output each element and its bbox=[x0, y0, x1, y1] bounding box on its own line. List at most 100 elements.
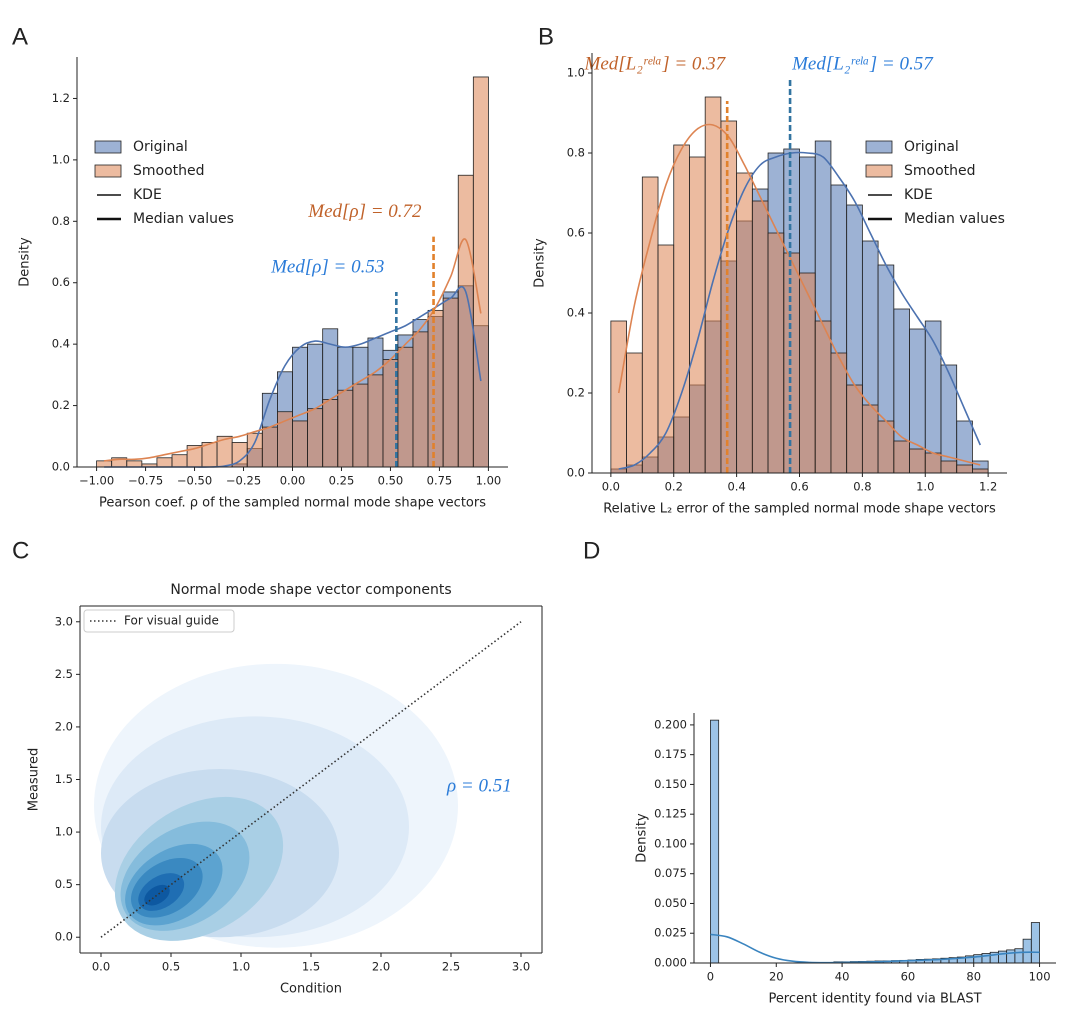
panel-letter: A bbox=[12, 23, 28, 50]
x-tick-label: 100 bbox=[1029, 970, 1051, 984]
y-axis-label: Density bbox=[18, 237, 33, 287]
legend-label: Original bbox=[904, 139, 959, 155]
legend-label: KDE bbox=[133, 187, 162, 203]
bar bbox=[626, 352, 643, 474]
y-tick-label: 0.6 bbox=[52, 275, 70, 289]
x-tick-label: 0.5 bbox=[162, 960, 180, 974]
x-tick-label: 3.0 bbox=[512, 960, 530, 974]
x-tick-label: 1.2 bbox=[979, 480, 997, 494]
y-tick-label: 0.100 bbox=[654, 836, 687, 850]
bar bbox=[846, 384, 863, 474]
x-tick-label: 0.6 bbox=[790, 480, 808, 494]
y-tick-label: 0.4 bbox=[567, 306, 585, 320]
x-tick-label: −0.25 bbox=[226, 474, 261, 488]
x-tick-label: 1.0 bbox=[916, 480, 934, 494]
x-tick-label: 40 bbox=[835, 970, 850, 984]
x-tick-label: 80 bbox=[966, 970, 981, 984]
bar bbox=[877, 420, 895, 474]
y-tick-label: 0.050 bbox=[654, 896, 687, 910]
kde-line bbox=[618, 151, 982, 470]
legend-label: Median values bbox=[133, 211, 234, 227]
x-tick-label: 1.5 bbox=[302, 960, 320, 974]
y-tick-label: 0.2 bbox=[52, 398, 70, 412]
bar bbox=[292, 420, 308, 468]
y-tick-label: 0.2 bbox=[567, 386, 585, 400]
bar bbox=[352, 383, 369, 468]
bar bbox=[261, 426, 278, 468]
bar bbox=[472, 76, 489, 468]
y-tick-label: 0.4 bbox=[52, 337, 70, 351]
bar bbox=[689, 156, 706, 474]
bar bbox=[861, 404, 879, 474]
bar bbox=[909, 448, 926, 474]
bar bbox=[156, 457, 173, 468]
legend-swatch bbox=[865, 164, 893, 178]
y-tick-label: 0.125 bbox=[654, 807, 687, 821]
legend-label: For visual guide bbox=[124, 614, 219, 628]
bar bbox=[830, 352, 848, 474]
bar bbox=[337, 389, 354, 468]
bar bbox=[442, 297, 459, 468]
bar bbox=[1030, 922, 1040, 964]
bar bbox=[751, 200, 769, 474]
y-tick-label: 2.5 bbox=[55, 667, 73, 681]
legend-label: Smoothed bbox=[133, 163, 205, 179]
x-tick-label: 1.0 bbox=[232, 960, 250, 974]
y-tick-label: 0.0 bbox=[55, 930, 73, 944]
bar bbox=[367, 374, 384, 468]
y-tick-label: 3.0 bbox=[55, 614, 73, 628]
y-tick-label: 0.0 bbox=[567, 466, 585, 480]
bar bbox=[783, 252, 800, 474]
bar bbox=[171, 454, 188, 468]
bar bbox=[397, 346, 414, 468]
x-axis-label: Pearson coef. ρ of the sampled normal mo… bbox=[99, 496, 486, 511]
bar bbox=[767, 232, 785, 474]
bar bbox=[412, 331, 429, 468]
bar bbox=[704, 96, 722, 474]
x-tick-label: 0 bbox=[707, 970, 714, 984]
bar bbox=[96, 460, 113, 468]
legend-label: KDE bbox=[904, 187, 933, 203]
chart-title: Normal mode shape vector components bbox=[170, 582, 451, 598]
legend-label: Median values bbox=[904, 211, 1005, 227]
y-tick-label: 1.0 bbox=[52, 152, 70, 166]
bar bbox=[307, 408, 324, 468]
y-axis-label: Density bbox=[533, 238, 548, 288]
kde-line bbox=[617, 123, 981, 466]
x-tick-label: 60 bbox=[901, 970, 916, 984]
bar bbox=[427, 309, 444, 468]
bar bbox=[322, 399, 339, 468]
x-tick-label: 0.00 bbox=[280, 474, 306, 488]
x-tick-label: −1.00 bbox=[79, 474, 114, 488]
median-label: Med[L₂ʳᵉˡᵃ] = 0.57 bbox=[791, 53, 934, 74]
bar bbox=[610, 320, 627, 474]
y-tick-label: 1.2 bbox=[52, 91, 70, 105]
bar bbox=[1006, 949, 1016, 964]
bar bbox=[972, 468, 989, 474]
x-tick-label: 0.75 bbox=[427, 474, 453, 488]
bar bbox=[814, 320, 832, 474]
bar bbox=[736, 172, 753, 474]
x-tick-label: 0.4 bbox=[727, 480, 745, 494]
legend-swatch bbox=[94, 140, 122, 154]
legend-swatch bbox=[865, 140, 893, 154]
y-tick-label: 1.0 bbox=[55, 825, 73, 839]
y-tick-label: 1.0 bbox=[567, 66, 585, 80]
bar bbox=[924, 452, 942, 474]
x-tick-label: 0.50 bbox=[378, 474, 404, 488]
bar bbox=[940, 460, 958, 474]
y-tick-label: 0.000 bbox=[654, 956, 687, 970]
x-axis-label: Percent identity found via BLAST bbox=[768, 992, 981, 1007]
y-tick-label: 0.150 bbox=[654, 777, 687, 791]
y-axis-label: Density bbox=[635, 813, 650, 863]
y-tick-label: 0.8 bbox=[52, 214, 70, 228]
median-label: Med[L₂ʳᵉˡᵃ] = 0.37 bbox=[584, 53, 727, 74]
y-tick-label: 0.0 bbox=[52, 460, 70, 474]
x-tick-label: 0.0 bbox=[602, 480, 620, 494]
y-tick-label: 0.200 bbox=[654, 717, 687, 731]
annotation: ρ = 0.51 bbox=[446, 775, 512, 796]
panel-letter: C bbox=[12, 537, 29, 564]
y-tick-label: 0.175 bbox=[654, 747, 687, 761]
bar bbox=[1022, 938, 1032, 964]
